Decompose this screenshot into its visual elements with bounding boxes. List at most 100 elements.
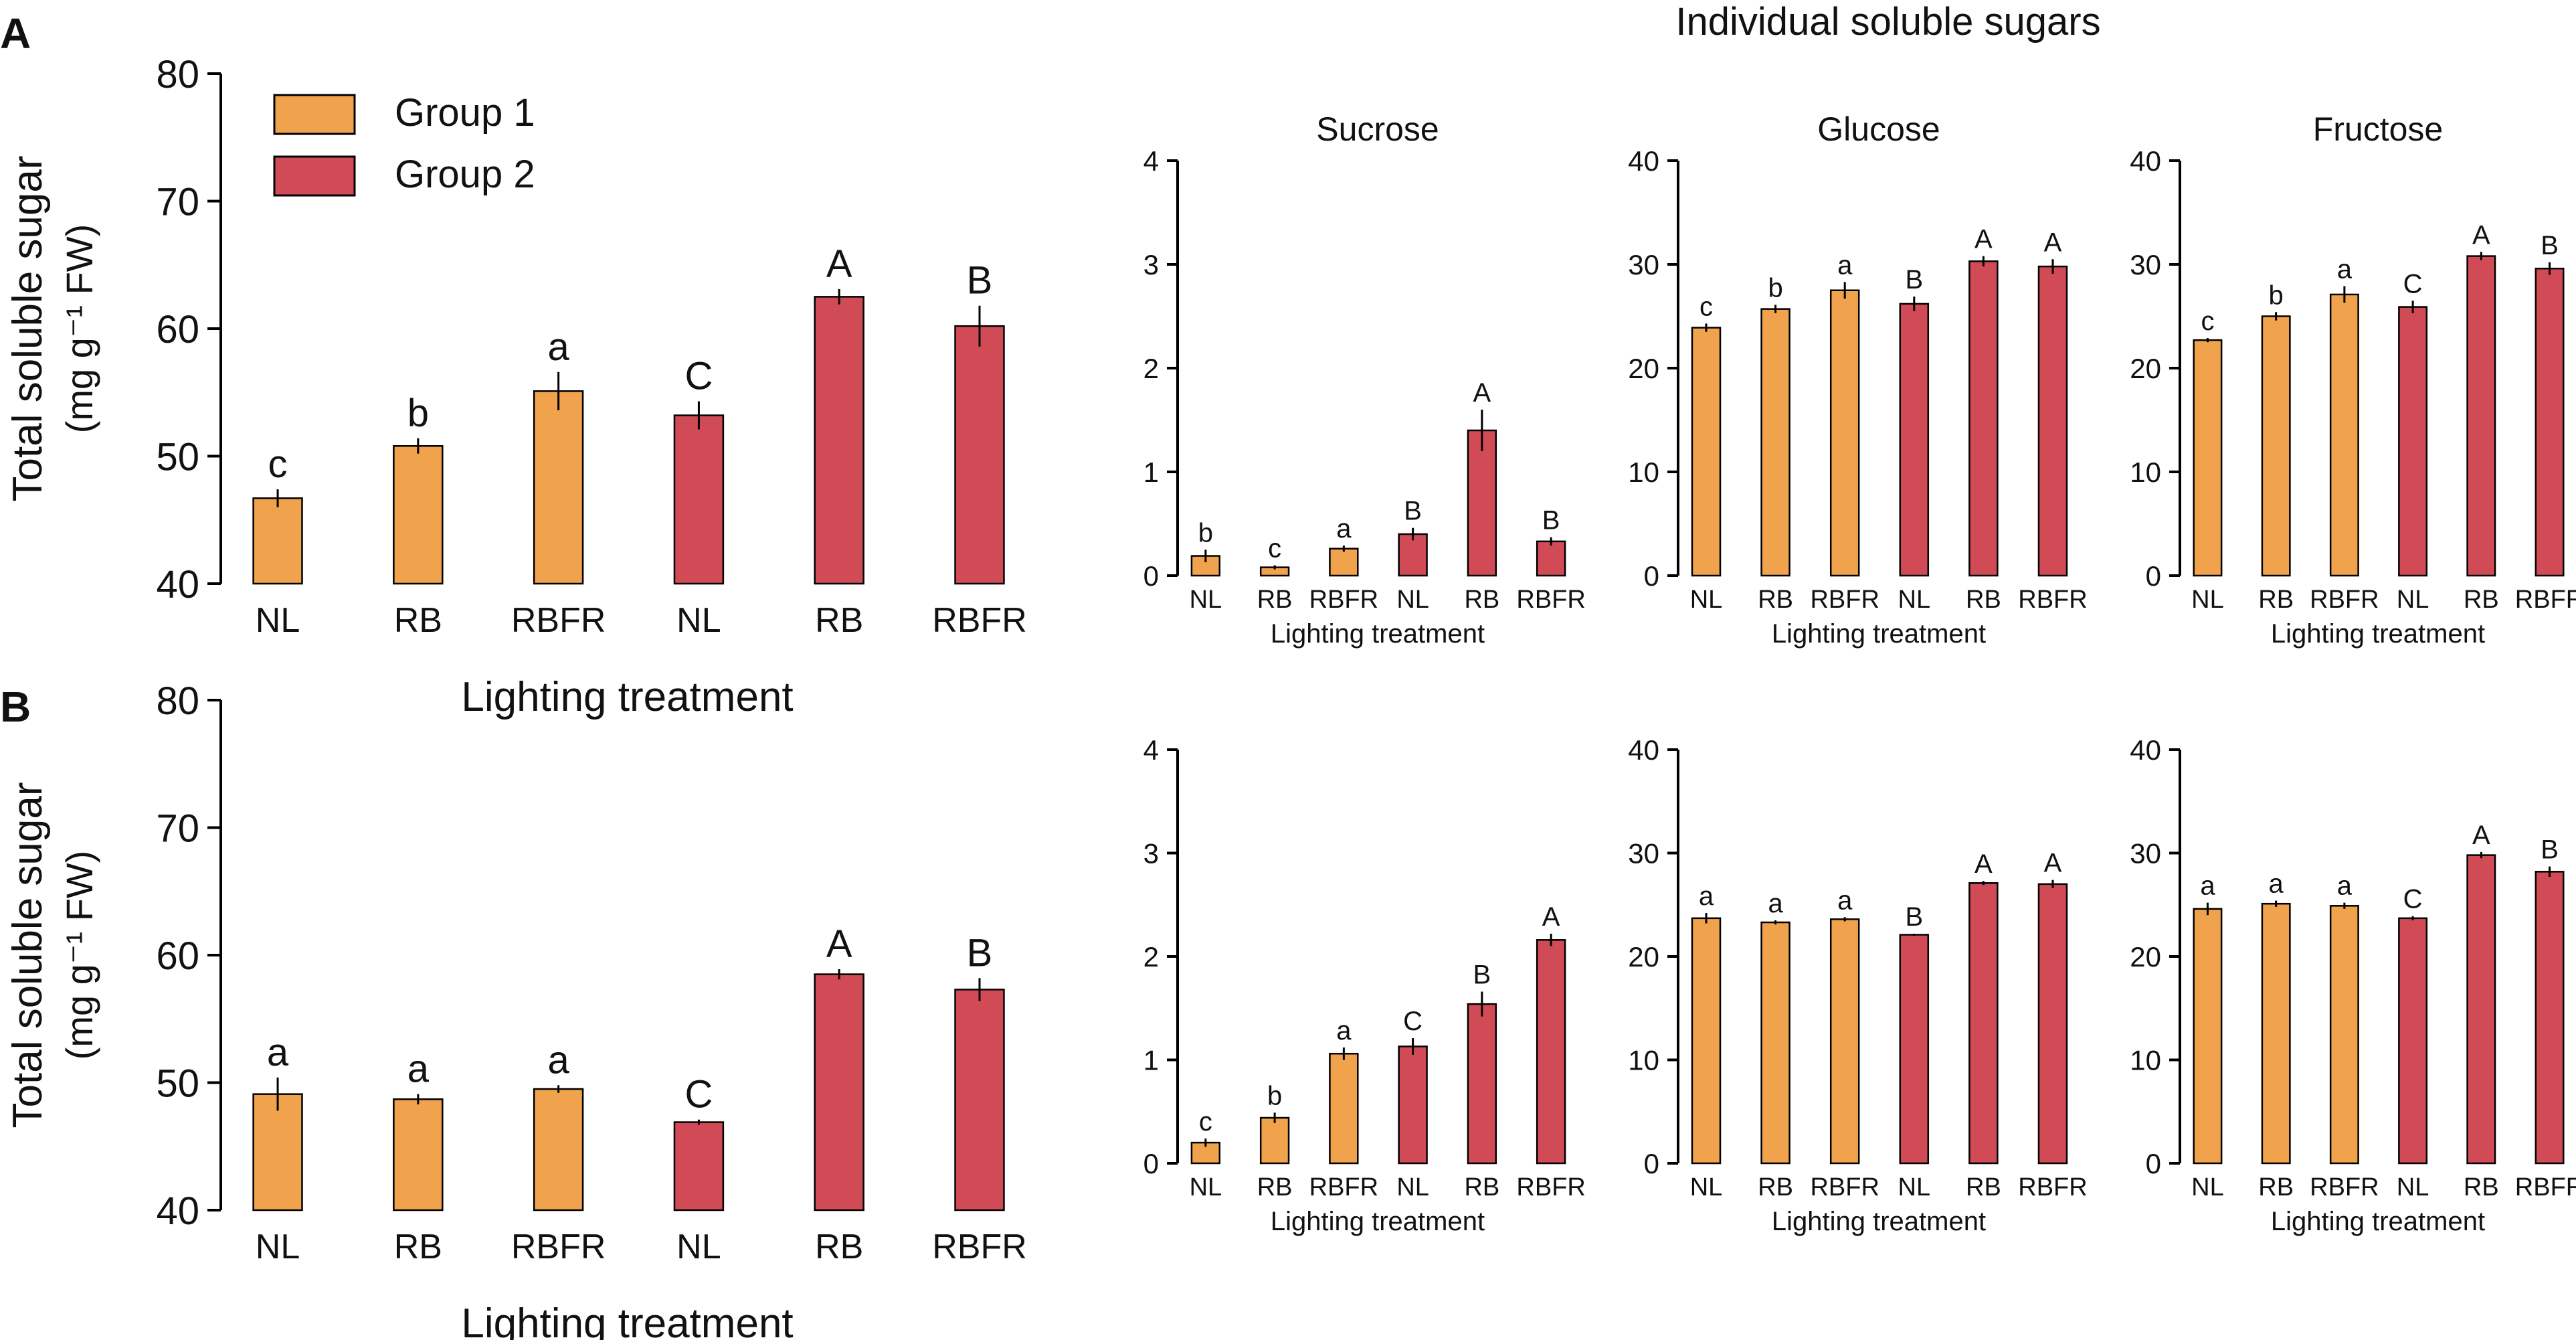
chart-b-total: 40 50 60 70 80 a NL a RB a RBFR C NL A RB B RBFR Lighting… [5,679,1027,1340]
significance-letter: A [2472,220,2490,250]
x-tick-label: RBFR [932,601,1027,640]
legend-label-group-1: Group 1 [395,91,535,135]
bar [1968,882,1999,1165]
x-tick-label: RBFR [511,1228,606,1266]
x-tick-label: RBFR [1810,1173,1879,1201]
y-tick-label: 30 [1628,249,1659,280]
y-tick-label: 80 [156,679,199,723]
x-tick-label: NL [2191,586,2224,614]
bar [1329,1052,1359,1165]
legend-swatch-group-2 [273,155,356,197]
x-tick-label: RBFR [932,1228,1027,1266]
x-tick-label: RB [815,1228,863,1266]
bar [954,325,1005,585]
significance-letter: b [1267,1081,1282,1110]
significance-letter: a [267,1031,289,1074]
significance-letter: B [2541,231,2559,260]
y-tick-label: 80 [156,53,199,96]
significance-letter: a [1699,882,1714,911]
significance-letter: A [2472,821,2490,850]
x-tick-label: RBFR [1309,1173,1378,1201]
bar [2466,255,2496,577]
legend-swatch-group-1 [273,94,356,135]
y-tick-label: 40 [2130,734,2161,766]
chart-a-sucrose: 0 1 2 3 4 b NL c RB a RBFR B NL A RB B RBFR Lighting trea… [1143,110,1586,649]
significance-letter: B [967,931,993,975]
significance-letter: B [967,259,993,303]
legend-label-group-2: Group 2 [395,153,535,196]
chart-title: Fructose [2313,110,2444,148]
bar [1536,939,1566,1165]
legend: Group 1 Group 2 [273,91,535,197]
x-tick-label: RB [815,601,863,640]
significance-letter: A [1542,902,1560,932]
bar [673,1121,725,1211]
y-tick-label: 10 [1628,456,1659,488]
bar [1536,540,1566,577]
panel-label-a: A [0,9,31,58]
y-tick-label: 40 [1628,145,1659,177]
bar [2037,883,2068,1165]
x-tick-label: NL [1898,1173,1931,1201]
bar [2329,905,2359,1165]
chart-b-glucose: 0 10 20 30 40 a NL a RB a RBFR B NL A RB A RBFR Lighting … [1628,734,2087,1236]
x-tick-label: NL [1190,586,1222,614]
individual-sugars-title: Individual soluble sugars [1675,0,2100,44]
chart-title: Sucrose [1316,110,1439,148]
x-tick-label: RBFR [2310,586,2379,614]
bar [2261,315,2291,577]
y-tick-label: 40 [1628,734,1659,766]
bar [393,1098,444,1211]
y-tick-label: 50 [156,435,199,479]
x-tick-label: RB [1257,1173,1293,1201]
bar [2261,902,2291,1165]
x-tick-label: RB [1966,1173,2001,1201]
bar [1329,548,1359,577]
y-tick-label: 10 [1628,1045,1659,1076]
y-axis-label: Total soluble sugar [5,782,51,1128]
x-tick-label: RB [1257,586,1293,614]
y-tick-label: 20 [2130,941,2161,973]
significance-letter: A [1974,849,1993,879]
x-axis-label: Lighting treatment [2271,1207,2485,1236]
chart-b-fructose: 0 10 20 30 40 a NL a RB a RBFR C NL A RB B RBFR Lighting … [2130,734,2576,1236]
bar [533,390,584,585]
y-tick-label: 20 [1628,941,1659,973]
bar [1691,327,1722,577]
x-tick-label: NL [676,601,721,640]
significance-letter: A [826,922,852,966]
bar [1190,555,1221,577]
significance-letter: C [2403,885,2423,914]
bar [533,1088,584,1211]
significance-letter: B [1542,506,1560,535]
bar [2535,267,2565,577]
charts: 4050607080cNLbRBaRBFRCNLARBBRBFRLighting… [5,53,2576,1340]
y-axis-label: Total soluble sugar [5,156,51,502]
bar [2193,339,2223,577]
significance-letter: a [2200,871,2215,901]
bar [2398,306,2428,577]
significance-letter: a [2337,871,2353,901]
significance-letter: a [407,1048,430,1091]
bar [1691,917,1722,1165]
x-tick-label: NL [256,601,300,640]
significance-letter: c [268,442,288,486]
significance-letter: c [1699,292,1713,321]
y-tick-label: 2 [1143,353,1159,384]
y-tick-label: 70 [156,807,199,850]
bar [2535,871,2565,1165]
significance-letter: A [1473,378,1491,408]
y-tick-label: 10 [2130,1045,2161,1076]
x-axis-label: Lighting treatment [461,674,793,720]
x-tick-label: NL [2191,1173,2224,1201]
x-tick-label: RB [2258,1173,2294,1201]
bar [252,497,303,585]
significance-letter: c [1199,1107,1212,1137]
x-tick-label: NL [2397,1173,2429,1201]
x-axis-label: Lighting treatment [1772,1207,1986,1236]
y-tick-label: 40 [2130,145,2161,177]
x-tick-label: RB [1464,586,1499,614]
bar [1760,308,1790,577]
y-tick-label: 30 [2130,249,2161,280]
